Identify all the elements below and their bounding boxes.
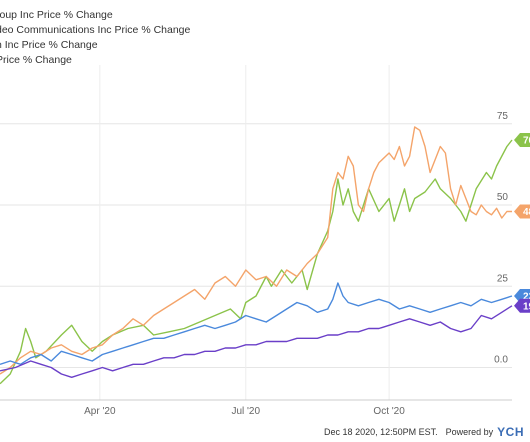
chart-footer: Dec 18 2020, 12:50PM EST. Powered by YCH xyxy=(324,425,524,439)
end-value-badge xyxy=(514,204,530,219)
series-line xyxy=(0,282,513,365)
legend: roup Inc Price % Change deo Communication… xyxy=(0,8,194,68)
x-tick-label: Oct '20 xyxy=(373,406,405,417)
end-value-badge xyxy=(514,298,530,313)
end-value-label: 48 xyxy=(514,204,530,219)
end-value-badge xyxy=(514,133,530,147)
legend-entry[interactable]: Price % Change xyxy=(0,54,72,66)
y-tick-label: 50 xyxy=(497,192,509,203)
end-value-label: 19 xyxy=(514,298,530,313)
end-value-text: 70 xyxy=(523,136,530,147)
end-value-text: 48 xyxy=(523,207,530,218)
series-line xyxy=(0,305,513,378)
legend-entry[interactable]: roup Inc Price % Change xyxy=(0,9,113,21)
end-value-text: 22 xyxy=(523,292,530,303)
y-tick-label: 25 xyxy=(497,273,509,284)
x-tick-label: Jul '20 xyxy=(231,406,260,417)
powered-by-label: Powered by xyxy=(445,427,494,437)
ycharts-logo[interactable]: YCH xyxy=(497,425,524,439)
series-line xyxy=(0,126,512,375)
legend-entry[interactable]: deo Communications Inc Price % Change xyxy=(0,24,191,36)
series-line xyxy=(0,139,513,385)
end-value-label: 70 xyxy=(514,133,530,147)
chart-timestamp: Dec 18 2020, 12:50PM EST. xyxy=(324,427,438,437)
end-value-text: 19 xyxy=(523,301,530,312)
y-tick-label: 75 xyxy=(497,111,509,122)
legend-entry[interactable]: n Inc Price % Change xyxy=(0,39,98,51)
y-tick-label: 0.0 xyxy=(494,355,508,366)
x-tick-label: Apr '20 xyxy=(84,406,116,417)
